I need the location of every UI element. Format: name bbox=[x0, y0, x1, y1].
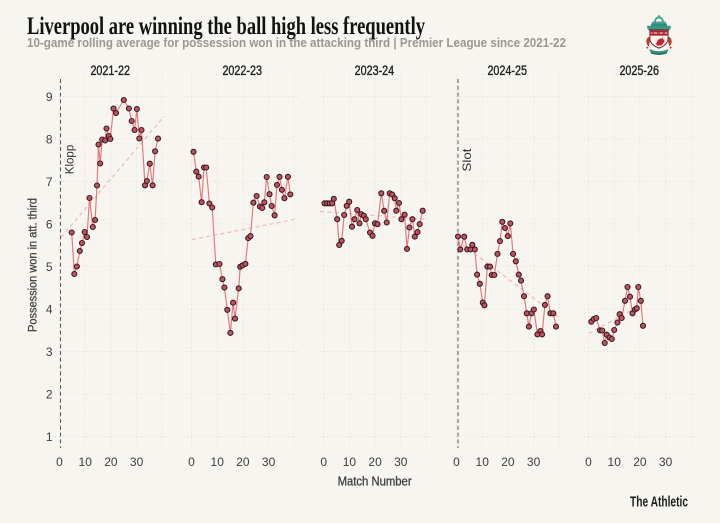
svg-text:30: 30 bbox=[394, 455, 408, 469]
svg-text:Liverpool are winning the ball: Liverpool are winning the ball high less… bbox=[27, 13, 425, 40]
svg-text:The Athletic: The Athletic bbox=[630, 495, 688, 511]
svg-text:10: 10 bbox=[211, 455, 225, 469]
svg-text:2022-23: 2022-23 bbox=[222, 63, 262, 78]
svg-text:8: 8 bbox=[46, 132, 53, 146]
svg-text:20: 20 bbox=[104, 455, 118, 469]
svg-text:0: 0 bbox=[56, 455, 63, 469]
svg-text:30: 30 bbox=[527, 455, 541, 469]
svg-text:10: 10 bbox=[79, 455, 93, 469]
svg-text:9: 9 bbox=[46, 90, 53, 104]
svg-text:0: 0 bbox=[320, 455, 327, 469]
svg-text:2: 2 bbox=[46, 387, 53, 401]
svg-text:7: 7 bbox=[46, 175, 53, 189]
svg-text:3: 3 bbox=[46, 345, 53, 359]
svg-text:0: 0 bbox=[585, 455, 592, 469]
svg-text:Match Number: Match Number bbox=[338, 475, 412, 489]
svg-text:Possession won in att. third: Possession won in att. third bbox=[28, 198, 40, 332]
svg-text:20: 20 bbox=[501, 455, 515, 469]
svg-text:1: 1 bbox=[46, 430, 53, 444]
svg-text:2021-22: 2021-22 bbox=[90, 63, 130, 78]
svg-text:30: 30 bbox=[659, 455, 673, 469]
svg-text:20: 20 bbox=[236, 455, 250, 469]
svg-text:10: 10 bbox=[608, 455, 622, 469]
svg-text:Klopp: Klopp bbox=[62, 144, 76, 174]
svg-text:4: 4 bbox=[46, 302, 53, 316]
svg-text:10-game rolling average for po: 10-game rolling average for possession w… bbox=[27, 35, 566, 50]
svg-text:0: 0 bbox=[188, 455, 195, 469]
svg-text:6: 6 bbox=[46, 217, 53, 231]
svg-text:20: 20 bbox=[633, 455, 647, 469]
svg-text:2024-25: 2024-25 bbox=[487, 63, 527, 78]
svg-text:2023-24: 2023-24 bbox=[355, 63, 395, 78]
svg-text:Slot: Slot bbox=[460, 148, 474, 172]
svg-text:0: 0 bbox=[453, 455, 460, 469]
svg-text:30: 30 bbox=[130, 455, 144, 469]
svg-text:30: 30 bbox=[262, 455, 276, 469]
svg-text:5: 5 bbox=[46, 260, 53, 274]
svg-text:10: 10 bbox=[476, 455, 490, 469]
svg-text:2025-26: 2025-26 bbox=[619, 63, 659, 78]
svg-text:20: 20 bbox=[368, 455, 382, 469]
svg-text:10: 10 bbox=[343, 455, 357, 469]
